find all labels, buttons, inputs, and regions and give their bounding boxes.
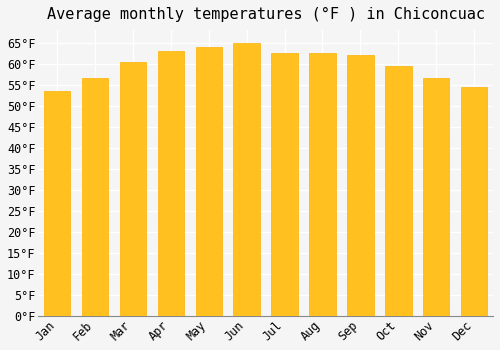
- Bar: [461, 87, 487, 316]
- Bar: [120, 62, 146, 316]
- Bar: [347, 55, 374, 316]
- Bar: [158, 51, 184, 316]
- Bar: [82, 78, 108, 316]
- Bar: [196, 47, 222, 316]
- Bar: [44, 91, 70, 316]
- Bar: [272, 53, 298, 316]
- Bar: [309, 53, 336, 316]
- Bar: [234, 43, 260, 316]
- Title: Average monthly temperatures (°F ) in Chiconcuac: Average monthly temperatures (°F ) in Ch…: [46, 7, 484, 22]
- Bar: [423, 78, 450, 316]
- Bar: [385, 66, 411, 316]
